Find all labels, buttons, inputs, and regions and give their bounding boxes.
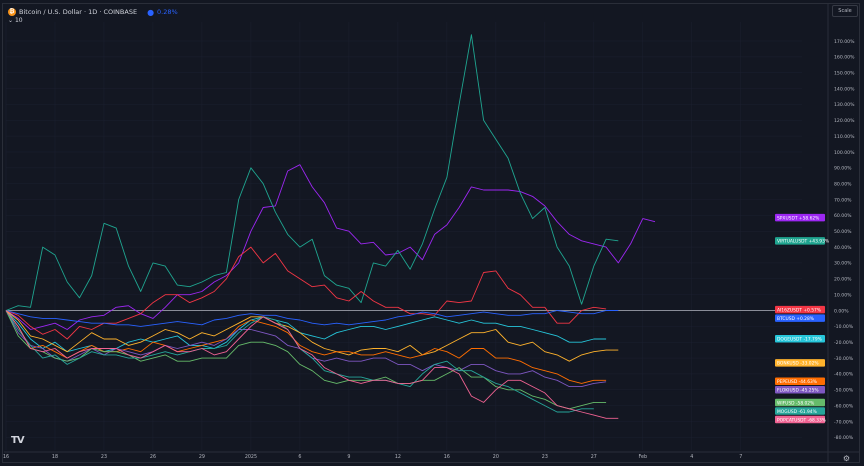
chart-header: ₿ Bitcoin / U.S. Dollar · 1D · COINBASE … [8, 5, 178, 19]
interval-label: 10 [14, 17, 23, 24]
y-tick-label: 80.00% [834, 181, 852, 187]
series-label-text: BONKUSD -33.02% [777, 361, 819, 367]
y-tick-label: 140.00% [834, 86, 855, 92]
series-label-box [775, 359, 825, 367]
series-label-text: SPXUSDT +58.62% [777, 215, 819, 221]
series-line-ai16zusdt [5, 246, 607, 340]
series-label-text: FLOKIUSD -45.25% [777, 388, 819, 394]
y-tick-label: 60.00% [834, 213, 852, 219]
x-tick-label: 18 [52, 454, 58, 460]
y-tick-label: 70.00% [834, 197, 852, 203]
y-tick-label: -80.00% [834, 435, 854, 441]
series-label-box [775, 386, 825, 394]
symbol-title[interactable]: Bitcoin / U.S. Dollar · 1D · COINBASE [19, 8, 138, 16]
series-line-dogeusdt [5, 310, 607, 353]
y-tick-label: -70.00% [834, 419, 854, 425]
y-tick-label: 10.00% [834, 292, 852, 298]
series-label-text: MOGUSD -61.94% [777, 409, 817, 415]
y-tick-label: 30.00% [834, 261, 852, 267]
chevron-down-icon[interactable]: ⌄ [8, 17, 14, 24]
y-tick-label: -60.00% [834, 403, 854, 409]
y-tick-label: 170.00% [834, 39, 855, 45]
x-tick-label: 16 [3, 454, 9, 460]
series-label-text: PEPEUSD -44.63% [777, 379, 817, 385]
x-tick-label: 23 [101, 454, 107, 460]
y-tick-label: 160.00% [834, 55, 855, 61]
x-tick-label: 20 [493, 454, 499, 460]
x-tick-label: 4 [690, 454, 693, 460]
x-tick-label: 29 [199, 454, 205, 460]
x-tick-label: 12 [395, 454, 401, 460]
y-tick-label: 110.00% [834, 134, 855, 140]
series-label-box [775, 314, 825, 322]
visibility-icon[interactable]: ● [147, 7, 155, 17]
x-tick-label: 9 [347, 454, 350, 460]
series-label-box [775, 213, 825, 222]
y-tick-label: 100.00% [834, 150, 855, 156]
x-tick-label: 7 [739, 454, 742, 460]
change-percent: 0.28% [157, 8, 178, 16]
series-line-virtualusdt [5, 34, 619, 311]
series-label-text: POPCATUSDT -68.33% [777, 417, 826, 423]
y-tick-label: 40.00% [834, 245, 852, 251]
series-line-popcatusdt [5, 310, 619, 419]
x-tick-label: 2025 [245, 454, 257, 460]
y-tick-label: 20.00% [834, 277, 852, 283]
y-tick-label: 0.00% [834, 308, 849, 314]
x-tick-label: 6 [298, 454, 301, 460]
y-tick-label: 50.00% [834, 229, 852, 235]
series-line-spxusdt [5, 164, 656, 330]
scale-button[interactable]: Scale [832, 5, 858, 17]
y-tick-label: 120.00% [834, 118, 855, 124]
gear-icon[interactable]: ⚙ [842, 454, 850, 463]
y-tick-label: 150.00% [834, 71, 855, 77]
x-tick-label: 26 [150, 454, 156, 460]
x-tick-label: 23 [542, 454, 548, 460]
series-label-box [775, 334, 825, 343]
series-label-text: AI16ZUSDT +0.57% [777, 307, 821, 313]
tradingview-logo[interactable]: TV [11, 435, 25, 446]
y-tick-label: 90.00% [834, 166, 852, 172]
x-tick-label: Feb [639, 454, 648, 460]
series-label-text: DOGEUSDT -17.79% [777, 337, 822, 343]
series-label-text: VIRTUALUSDT +43.93% [777, 239, 829, 245]
series-line-bonkusd [5, 310, 619, 362]
series-label-box [775, 377, 825, 386]
y-tick-label: -40.00% [834, 372, 854, 378]
y-tick-label: 130.00% [834, 102, 855, 108]
y-tick-label: -20.00% [834, 340, 854, 346]
series-label-text: BTCUSD +0.28% [777, 316, 814, 322]
series-line-wifusd [5, 310, 607, 410]
series-label-box [775, 407, 825, 415]
interval-row[interactable]: ⌄ 10 [8, 17, 23, 24]
y-tick-label: -30.00% [834, 356, 854, 362]
series-label-box [775, 237, 825, 245]
y-tick-label: -10.00% [834, 324, 854, 330]
y-tick-label: -50.00% [834, 388, 854, 394]
series-label-box [775, 305, 825, 314]
series-label-box [775, 398, 825, 407]
series-label-box [775, 415, 825, 424]
series-line-btcusd [5, 310, 619, 327]
series-label-text: WIFUSD -58.02% [777, 400, 814, 406]
bitcoin-icon: ₿ [8, 8, 16, 16]
x-tick-label: 27 [591, 454, 597, 460]
chart-frame [2, 3, 860, 463]
x-tick-label: 16 [444, 454, 450, 460]
